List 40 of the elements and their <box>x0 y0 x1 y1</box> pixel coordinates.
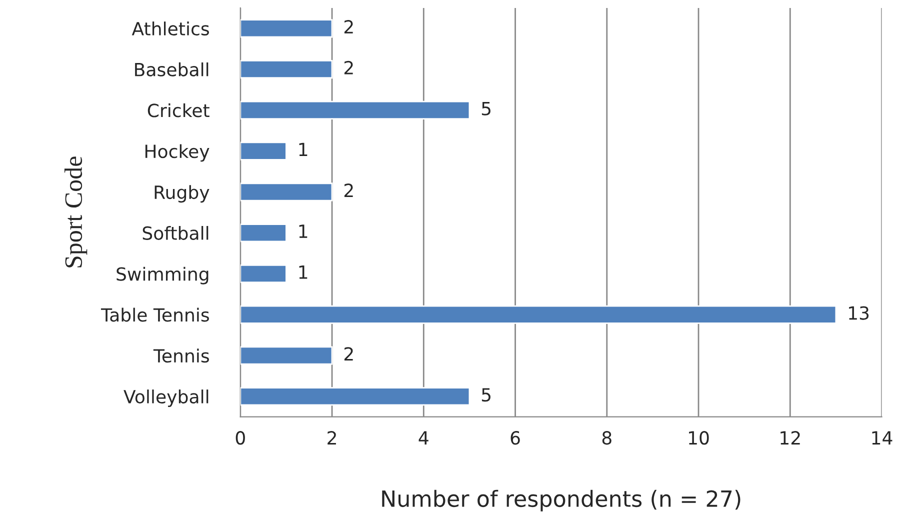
data-label: 2 <box>344 347 353 360</box>
bar <box>240 264 287 284</box>
y-tick-label: Hockey <box>145 144 210 162</box>
data-label: 1 <box>299 224 308 238</box>
bar <box>240 19 333 38</box>
bar <box>240 182 333 202</box>
data-label: 5 <box>482 102 490 116</box>
data-label: 2 <box>344 184 353 197</box>
y-tick-label: Swimming <box>116 266 208 284</box>
x-tick-label: 14 <box>872 431 892 444</box>
data-label: 2 <box>344 60 353 74</box>
y-tick-label: Tennis <box>153 348 209 363</box>
x-tick-label: 4 <box>418 431 428 444</box>
x-tick-label: 2 <box>328 431 336 444</box>
bar <box>240 346 333 365</box>
y-tick-label: Cricket <box>148 103 210 118</box>
x-tick-label: 0 <box>236 431 245 445</box>
data-label: 1 <box>299 266 308 279</box>
bar <box>240 100 470 120</box>
y-tick-label: Softball <box>142 226 208 240</box>
y-tick-label: Rugby <box>154 185 210 203</box>
x-tick-label: 8 <box>602 431 612 445</box>
data-label: 2 <box>344 20 353 34</box>
x-tick-label: 6 <box>510 431 520 445</box>
data-label: 13 <box>849 306 869 320</box>
y-tick-label: Athletics <box>132 22 209 36</box>
bar <box>240 60 333 79</box>
y-tick-label: Table Tennis <box>100 308 209 322</box>
y-tick-label: Volleyball <box>124 390 208 408</box>
data-label: 1 <box>299 142 308 156</box>
y-tick-label: Baseball <box>135 62 208 76</box>
x-axis-title: Number of respondents (n = 27) <box>382 490 740 512</box>
bar <box>240 305 837 324</box>
x-tick-label: 10 <box>689 431 709 445</box>
bar <box>240 142 287 160</box>
bar <box>240 387 470 406</box>
x-tick-label: 12 <box>780 431 800 444</box>
bar <box>240 224 287 242</box>
y-axis-title: Sport Code <box>64 156 88 268</box>
data-label: 5 <box>482 388 490 402</box>
